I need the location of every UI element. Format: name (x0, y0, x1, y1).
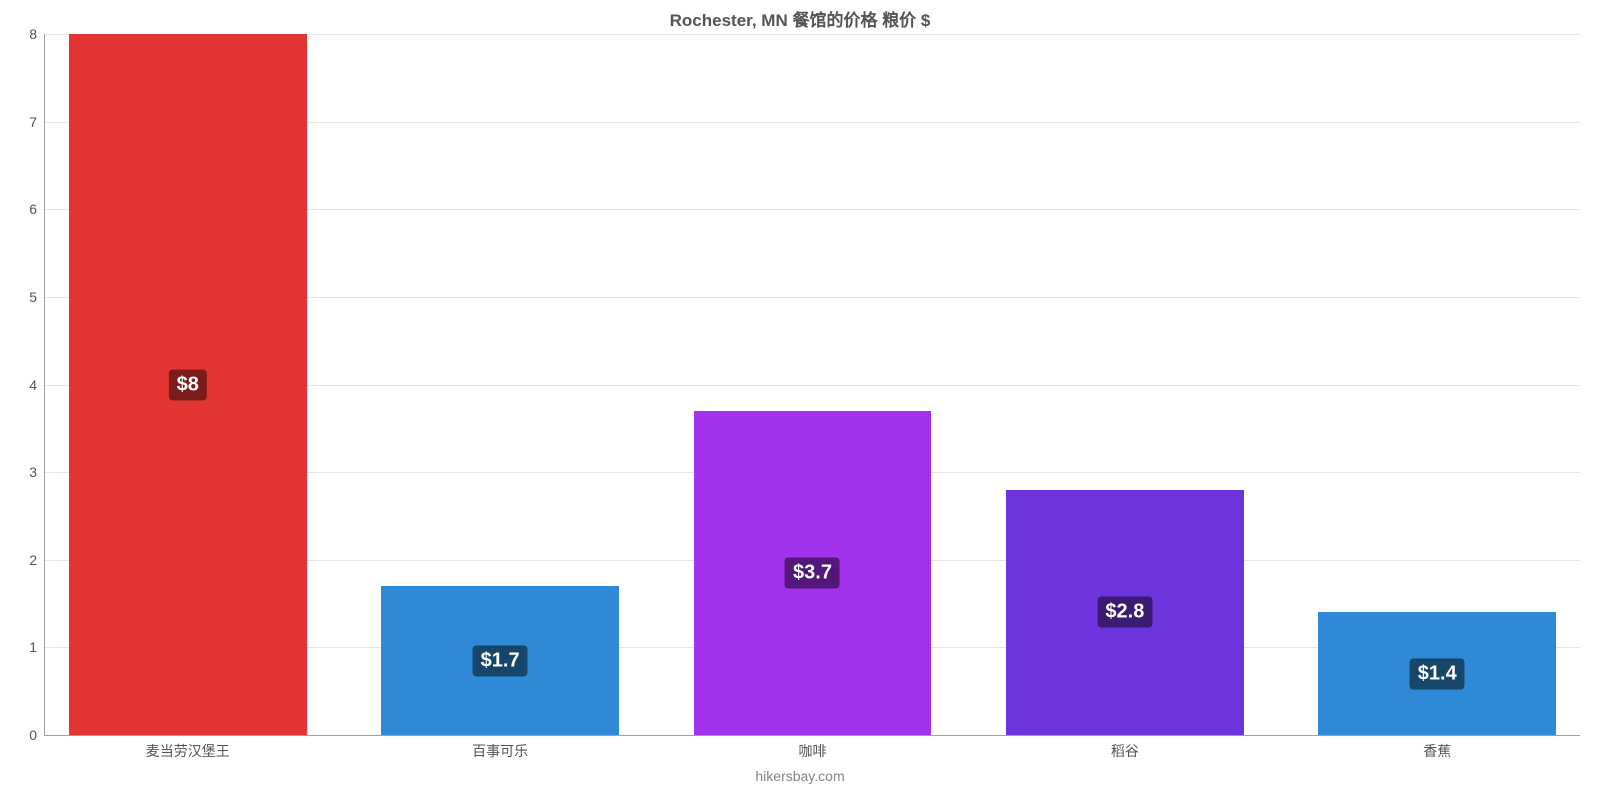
y-tick-label: 5 (29, 289, 45, 305)
bar: $8 (69, 34, 307, 735)
y-tick-label: 6 (29, 201, 45, 217)
bar: $1.4 (1318, 612, 1556, 735)
y-tick-label: 2 (29, 552, 45, 568)
x-tick-label: 麦当劳汉堡王 (146, 735, 230, 761)
plot-area: $8$1.7$3.7$2.8$1.4 012345678 麦当劳汉堡王百事可乐咖… (44, 34, 1580, 736)
bar-value-label: $3.7 (785, 557, 840, 588)
bar: $3.7 (694, 411, 932, 735)
x-tick-label: 稻谷 (1111, 735, 1139, 761)
y-tick-label: 1 (29, 639, 45, 655)
bar-value-label: $1.7 (473, 645, 528, 676)
bar-value-label: $1.4 (1410, 658, 1465, 689)
bar-value-label: $8 (169, 369, 207, 400)
y-tick-label: 3 (29, 464, 45, 480)
bar-value-label: $2.8 (1097, 597, 1152, 628)
bar: $1.7 (381, 586, 619, 735)
bars: $8 $1.7 $3.7 $2.8 $1.4 (45, 34, 1580, 735)
y-tick-label: 8 (29, 26, 45, 42)
bar: $2.8 (1006, 490, 1244, 735)
x-tick-label: 百事可乐 (472, 735, 528, 761)
x-tick-label: 咖啡 (799, 735, 827, 761)
price-bar-chart: Rochester, MN 餐馆的价格 粮价 $ $8$1.7$3.7$2.8$… (0, 0, 1600, 800)
chart-title: Rochester, MN 餐馆的价格 粮价 $ (0, 6, 1600, 31)
y-tick-label: 7 (29, 114, 45, 130)
credit-text: hikersbay.com (0, 768, 1600, 784)
y-tick-label: 0 (29, 727, 45, 743)
x-tick-label: 香蕉 (1423, 735, 1451, 761)
y-tick-label: 4 (29, 377, 45, 393)
